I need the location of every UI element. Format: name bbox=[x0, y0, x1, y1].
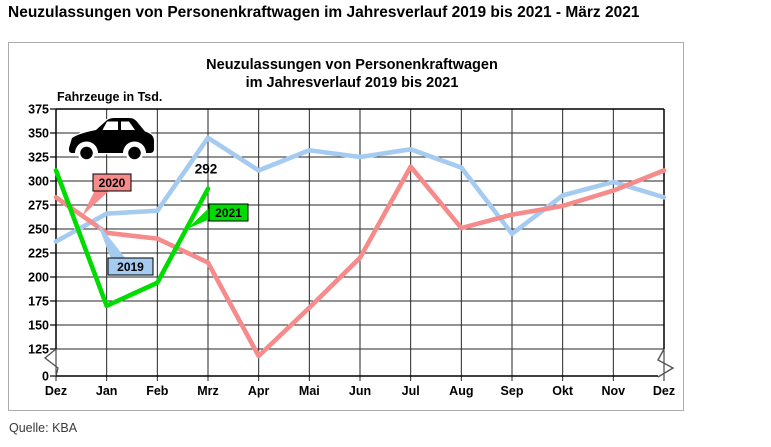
y-tick-label: 0 bbox=[42, 370, 49, 384]
y-tick-label: 200 bbox=[28, 271, 49, 285]
y-tick-label: 275 bbox=[28, 199, 49, 213]
callout-label-2020: 2020 bbox=[99, 176, 126, 190]
x-tick-label: Dez bbox=[653, 384, 675, 398]
series-line-2019 bbox=[53, 135, 667, 244]
x-tick-label: Aug bbox=[449, 384, 473, 398]
series-callouts: 2019 2020 2021 bbox=[82, 173, 249, 276]
plot-border bbox=[55, 108, 665, 377]
page-title: Neuzulassungen von Personenkraftwagen im… bbox=[8, 4, 640, 21]
x-tick-label: Mai bbox=[299, 384, 320, 398]
x-tick-label: Mrz bbox=[197, 384, 219, 398]
x-tick-label: Sep bbox=[501, 384, 524, 398]
callout-label-2021: 2021 bbox=[215, 206, 242, 220]
x-tick-label: Nov bbox=[602, 384, 626, 398]
car-icon bbox=[67, 116, 156, 162]
y-tick-label: 225 bbox=[28, 247, 49, 261]
annotation-value: 292 bbox=[195, 162, 218, 177]
series-line-2021 bbox=[53, 168, 211, 309]
y-tick-label: 300 bbox=[28, 175, 49, 189]
y-tick-label: 175 bbox=[28, 295, 49, 309]
x-tick-label: Jan bbox=[96, 384, 118, 398]
chart-subtitle: im Jahresverlauf 2019 bis 2021 bbox=[246, 75, 459, 91]
car-body bbox=[67, 116, 156, 155]
series-lines bbox=[53, 135, 667, 359]
x-tick-label: Jun bbox=[349, 384, 371, 398]
y-tick-label: 350 bbox=[28, 127, 49, 141]
y-tick-label: 125 bbox=[28, 343, 49, 357]
callout-2020: 2020 bbox=[82, 173, 132, 216]
y-tick-label: 150 bbox=[28, 319, 49, 333]
series-line-2020 bbox=[53, 164, 667, 359]
y-tick-label: 325 bbox=[28, 151, 49, 165]
annotation: 292 bbox=[195, 162, 218, 177]
callout-label-2019: 2019 bbox=[117, 260, 144, 274]
callout-2019: 2019 bbox=[97, 222, 154, 276]
x-tick-label: Okt bbox=[552, 384, 574, 398]
axis-break-marks bbox=[43, 348, 675, 378]
x-tick-label: Jul bbox=[402, 384, 420, 398]
callout-2021: 2021 bbox=[187, 203, 249, 229]
chart-title: Neuzulassungen von Personenkraftwagen bbox=[206, 57, 498, 73]
chart-svg: Neuzulassungen von Personenkraftwagen im… bbox=[28, 57, 675, 399]
y-tick-label: 250 bbox=[28, 223, 49, 237]
y-tick-label: 375 bbox=[28, 103, 49, 117]
y-axis-unit-label: Fahrzeuge in Tsd. bbox=[57, 90, 162, 104]
source-note: Quelle: KBA bbox=[9, 421, 78, 435]
x-tick-label: Apr bbox=[248, 384, 270, 398]
x-tick-label: Dez bbox=[45, 384, 67, 398]
x-tick-label: Feb bbox=[146, 384, 169, 398]
chart-frame: Neuzulassungen von Personenkraftwagen im… bbox=[8, 42, 684, 411]
